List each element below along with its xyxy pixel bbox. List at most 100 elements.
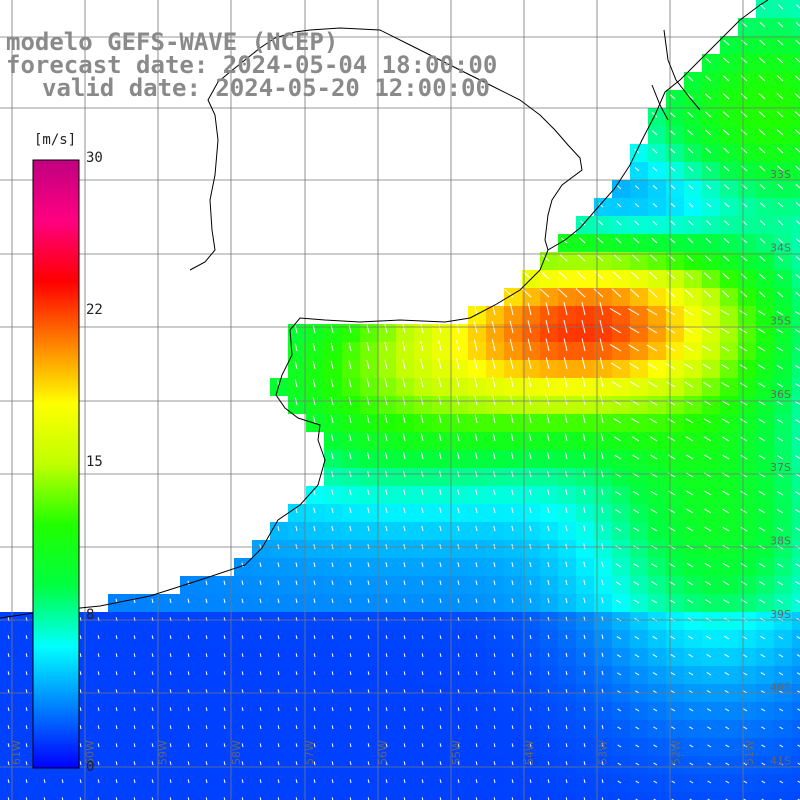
wind-arrow	[795, 455, 800, 459]
wind-arrow	[493, 525, 496, 532]
wind-arrow	[777, 238, 784, 244]
wind-arrow	[670, 672, 676, 676]
wind-arrow	[295, 580, 298, 586]
wind-arrow	[628, 344, 640, 352]
wind-arrow	[583, 761, 586, 766]
wind-arrow	[475, 598, 478, 604]
wind-arrow	[493, 598, 496, 604]
wind-arrow	[776, 346, 784, 352]
wind-arrow	[795, 581, 800, 585]
wind-arrow	[511, 544, 514, 550]
wind-arrow	[151, 797, 154, 800]
coastline-north	[651, 29, 701, 121]
wind-arrow	[331, 580, 334, 586]
wind-arrow	[475, 743, 478, 748]
wind-arrow	[79, 797, 82, 800]
colorbar	[32, 159, 80, 769]
wind-arrow	[651, 112, 658, 118]
wind-arrow	[743, 726, 748, 730]
wind-arrow	[348, 415, 352, 424]
wind-arrow	[652, 635, 658, 640]
wind-arrow	[25, 707, 28, 712]
wind-arrow	[439, 489, 442, 496]
wind-arrow	[367, 635, 370, 640]
wind-arrow	[760, 672, 766, 676]
wind-arrow	[115, 635, 118, 640]
wind-arrow	[223, 671, 226, 676]
wind-arrow	[25, 617, 28, 622]
wind-arrow	[259, 653, 262, 658]
wind-arrow	[685, 418, 694, 424]
wind-arrow	[653, 798, 657, 800]
wind-arrow	[795, 292, 800, 297]
colorbar-tick-15: 15	[86, 454, 103, 470]
wind-arrow	[529, 543, 532, 550]
wind-arrow	[759, 255, 766, 262]
wind-arrow	[313, 489, 316, 496]
wind-arrow	[475, 689, 478, 694]
wind-arrow	[688, 635, 694, 640]
wind-arrow	[758, 147, 766, 154]
wind-arrow	[367, 743, 370, 748]
wind-arrow	[151, 617, 154, 622]
wind-arrow	[133, 725, 136, 730]
wind-arrow	[796, 654, 800, 657]
wind-arrow	[724, 672, 730, 676]
wind-arrow	[707, 726, 712, 730]
wind-arrow	[651, 130, 658, 136]
wind-arrow	[25, 635, 28, 640]
wind-arrow	[582, 433, 586, 442]
wind-arrow	[312, 379, 316, 388]
wind-arrow	[541, 254, 550, 262]
wind-arrow	[403, 671, 406, 676]
wind-arrow	[187, 635, 190, 640]
wind-arrow	[241, 689, 244, 694]
wind-arrow	[776, 328, 784, 334]
wind-arrow	[420, 359, 424, 370]
wind-arrow	[511, 671, 514, 676]
wind-arrow	[313, 725, 316, 730]
wind-speed-cell	[792, 522, 800, 540]
wind-arrow	[259, 689, 262, 694]
wind-arrow	[492, 395, 496, 406]
wind-arrow	[331, 707, 334, 712]
wind-arrow	[617, 744, 622, 748]
wind-arrow	[403, 525, 406, 532]
wind-arrow	[609, 307, 622, 316]
wind-arrow	[565, 797, 568, 800]
wind-arrow	[776, 310, 784, 316]
wind-arrow	[685, 272, 694, 280]
wind-arrow	[795, 437, 800, 441]
wind-arrow	[456, 451, 460, 460]
wind-arrow	[384, 414, 388, 424]
wind-arrow	[151, 653, 154, 658]
wind-arrow	[565, 725, 568, 730]
wind-arrow	[421, 507, 424, 514]
title-valid-date: valid date: 2024-05-20 12:00:00	[42, 74, 490, 102]
wind-arrow	[133, 689, 136, 694]
wind-arrow	[633, 563, 640, 568]
wind-speed-cell	[18, 792, 36, 800]
wind-arrow	[421, 689, 424, 694]
wind-arrow	[687, 75, 694, 82]
wind-arrow	[223, 707, 226, 712]
wind-arrow	[385, 761, 388, 766]
wind-arrow	[331, 525, 334, 532]
wind-arrow	[313, 525, 316, 532]
wind-speed-cell	[792, 306, 800, 324]
wind-arrow	[133, 797, 136, 800]
wind-arrow	[169, 671, 172, 676]
wind-arrow	[312, 343, 316, 352]
wind-arrow	[540, 271, 550, 280]
wind-arrow	[402, 359, 406, 370]
wind-arrow	[776, 147, 784, 154]
wind-arrow	[546, 452, 550, 460]
wind-arrow	[601, 670, 604, 676]
wind-arrow	[259, 797, 262, 800]
wind-arrow	[722, 75, 730, 82]
wind-speed-cell	[702, 792, 720, 800]
wind-arrow	[510, 395, 514, 406]
wind-arrow	[795, 527, 800, 531]
wind-arrow	[617, 708, 622, 712]
wind-arrow	[510, 414, 514, 424]
